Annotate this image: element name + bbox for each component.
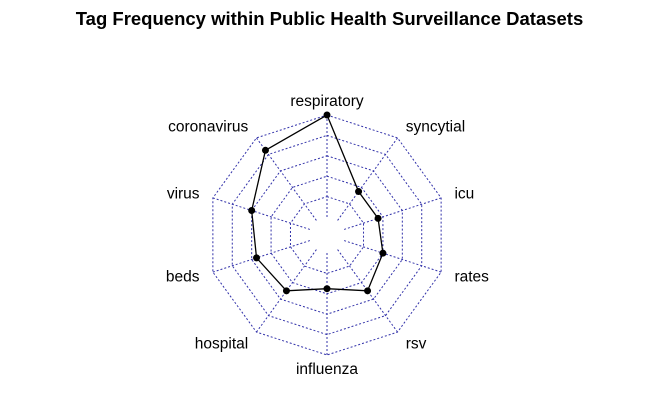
data-point-influenza — [323, 285, 331, 293]
data-point-hospital — [282, 287, 290, 295]
axis-label-respiratory: respiratory — [290, 93, 363, 110]
axis-label-coronavirus: coronavirus — [168, 119, 248, 136]
data-point-rsv — [364, 287, 372, 295]
spoke-syncytial — [337, 137, 398, 221]
series-line-0 — [251, 114, 384, 292]
spoke-icu — [343, 197, 442, 230]
data-point-respiratory — [323, 111, 331, 119]
grid-ring-1 — [289, 196, 365, 274]
spoke-hospital — [256, 249, 317, 333]
axis-label-virus: virus — [167, 186, 200, 203]
spoke-beds — [212, 240, 311, 273]
spoke-virus — [212, 197, 311, 230]
spoke-rates — [343, 240, 442, 273]
axis-label-beds: beds — [166, 268, 200, 285]
spoke-rsv — [337, 249, 398, 333]
axis-label-influenza: influenza — [296, 361, 358, 378]
axis-label-hospital: hospital — [195, 335, 248, 352]
axis-label-syncytial: syncytial — [406, 119, 465, 136]
axis-label-icu: icu — [454, 186, 474, 203]
data-point-icu — [374, 214, 382, 222]
data-point-syncytial — [355, 188, 363, 196]
radar-axis-labels: respiratory syncytial icu rates rsv influenza… — [166, 93, 489, 378]
axis-label-rates: rates — [454, 268, 489, 285]
grid-ring-2 — [270, 175, 384, 295]
grid-ring-4 — [231, 134, 423, 336]
data-point-coronavirus — [261, 146, 269, 154]
chart-title: Tag Frequency within Public Health Surve… — [75, 8, 584, 29]
data-point-virus — [248, 207, 256, 215]
data-point-beds — [253, 254, 261, 262]
axis-label-rsv: rsv — [406, 335, 427, 352]
data-point-rates — [379, 249, 387, 257]
radar-series — [248, 111, 387, 295]
